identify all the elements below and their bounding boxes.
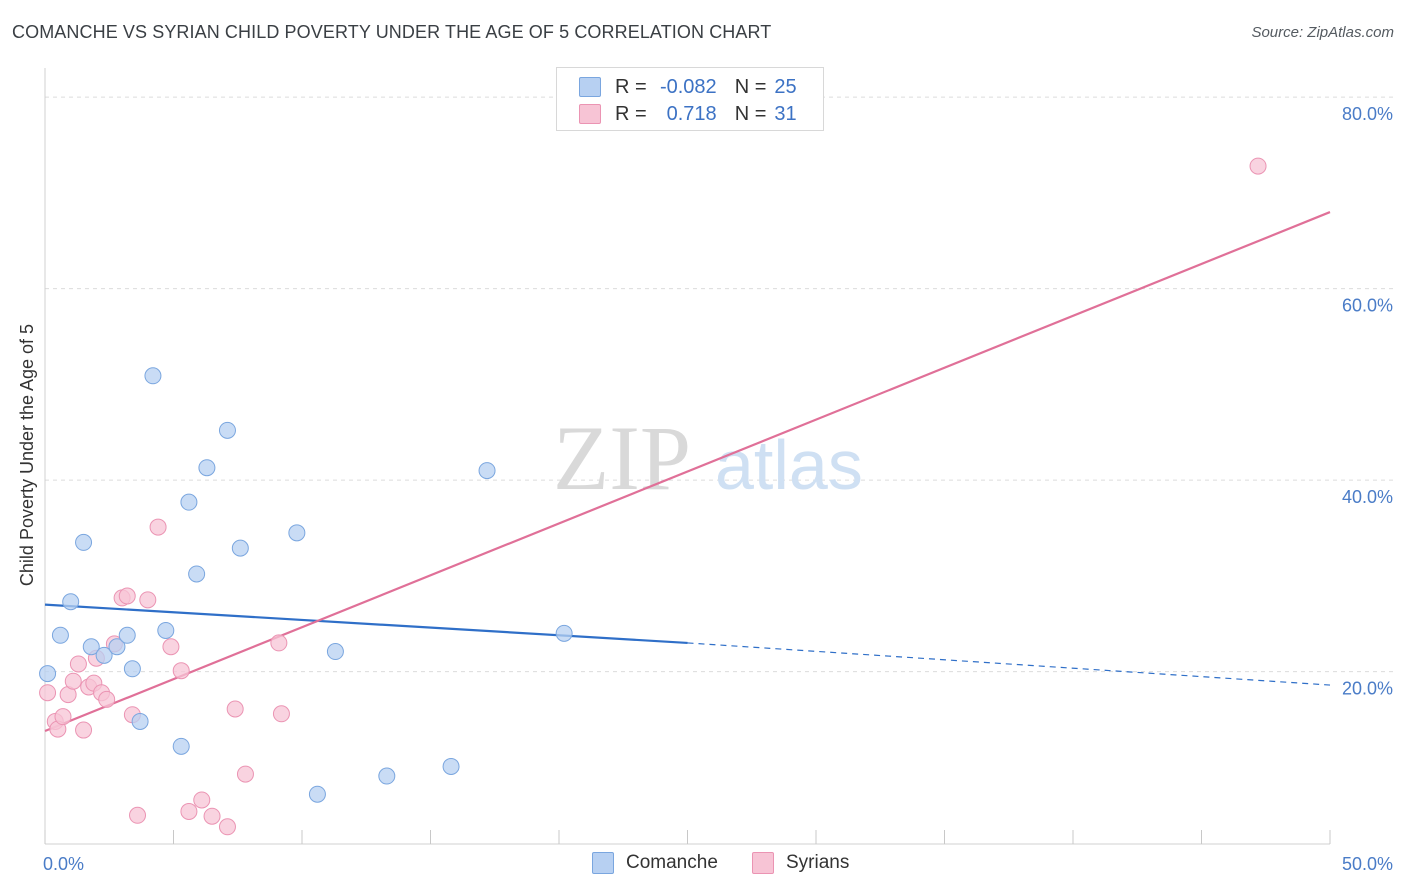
syrians-point — [193, 791, 211, 809]
comanche-point — [288, 524, 306, 542]
comanche-point — [108, 638, 126, 656]
y-tick-label: 40.0% — [1342, 487, 1393, 507]
syrians-point — [69, 655, 87, 673]
comanche-swatch — [579, 77, 601, 97]
comanche-point — [51, 626, 69, 644]
comanche-point — [131, 712, 149, 730]
legend-r-value: -0.082 — [659, 75, 717, 98]
comanche-point — [75, 533, 93, 551]
watermark-zip: ZIP — [553, 407, 691, 509]
syrians-point — [162, 638, 180, 656]
comanche-point — [118, 626, 136, 644]
syrians-point — [180, 802, 198, 820]
legend-row-comanche: R = -0.082 N = 25 — [579, 74, 797, 100]
legend-r-label: R = — [615, 102, 647, 125]
comanche-point — [378, 767, 396, 785]
syrians-trend-line — [44, 211, 1331, 733]
syrians-legend-label: Syrians — [786, 852, 850, 873]
y-tick-label: 80.0% — [1342, 104, 1393, 124]
watermark-atlas: atlas — [715, 426, 863, 504]
comanche-point — [157, 621, 175, 639]
legend-n-label: N = — [734, 75, 767, 98]
syrians-point — [54, 708, 72, 726]
syrians-point — [272, 705, 290, 723]
y-tick-label: 60.0% — [1342, 296, 1393, 316]
legend-n-value: 25 — [774, 75, 797, 98]
comanche-trend-extension — [687, 642, 1331, 686]
comanche-point — [326, 643, 344, 661]
y-axis-label: Child Poverty Under the Age of 5 — [17, 324, 37, 586]
syrians-point — [118, 587, 136, 605]
syrians-point — [98, 690, 116, 708]
bottom-legend-comanche: Comanche — [592, 852, 718, 874]
syrians-point — [172, 662, 190, 680]
syrians-point — [1249, 157, 1267, 175]
syrians-point — [139, 591, 157, 609]
watermark: ZIP atlas — [553, 407, 863, 509]
comanche-point — [442, 757, 460, 775]
syrians-legend-swatch — [752, 852, 774, 874]
comanche-legend-swatch — [592, 852, 614, 874]
data-points — [39, 157, 1267, 836]
comanche-legend-label: Comanche — [626, 852, 718, 873]
axes — [44, 68, 1331, 845]
syrians-point — [64, 672, 82, 690]
comanche-point — [198, 459, 216, 477]
chart-title: COMANCHE VS SYRIAN CHILD POVERTY UNDER T… — [12, 22, 772, 42]
x-tick-label: 50.0% — [1342, 854, 1393, 874]
syrians-point — [149, 518, 167, 536]
comanche-point — [180, 493, 198, 511]
comanche-point — [231, 539, 249, 557]
comanche-point — [555, 624, 573, 642]
comanche-point — [308, 785, 326, 803]
comanche-point — [95, 646, 113, 664]
comanche-point — [82, 638, 100, 656]
syrians-point — [218, 818, 236, 836]
legend-row-syrians: R = 0.718 N = 31 — [579, 101, 797, 127]
correlation-legend: R = -0.082 N = 25 R = 0.718 N = 31 — [556, 67, 824, 131]
legend-r-value: 0.718 — [666, 102, 717, 125]
comanche-point — [123, 660, 141, 678]
comanche-trend-line — [44, 603, 688, 645]
legend-r-label: R = — [615, 75, 647, 98]
comanche-point — [144, 367, 162, 385]
y-tick-label: 20.0% — [1342, 679, 1393, 699]
comanche-point — [188, 565, 206, 583]
syrians-point — [236, 765, 254, 783]
syrians-point — [39, 684, 57, 702]
x-tick-label: 0.0% — [43, 854, 84, 874]
legend-n-value: 31 — [774, 102, 797, 125]
legend-n-label: N = — [734, 102, 767, 125]
syrians-point — [203, 807, 221, 825]
comanche-point — [478, 462, 496, 480]
comanche-point — [172, 737, 190, 755]
comanche-point — [39, 665, 57, 683]
syrians-point — [226, 700, 244, 718]
comanche-point — [62, 593, 80, 611]
source-credit: Source: ZipAtlas.com — [1251, 24, 1394, 41]
comanche-point — [218, 421, 236, 439]
syrians-point — [270, 634, 288, 652]
bottom-legend-syrians: Syrians — [752, 852, 849, 874]
trend-lines — [44, 211, 1331, 733]
syrians-point — [129, 806, 147, 824]
gridlines — [45, 96, 1393, 673]
syrians-swatch — [579, 104, 601, 124]
tick-labels: 20.0% 40.0% 60.0% 80.0% 0.0% 50.0% — [43, 104, 1393, 874]
syrians-point — [75, 721, 93, 739]
